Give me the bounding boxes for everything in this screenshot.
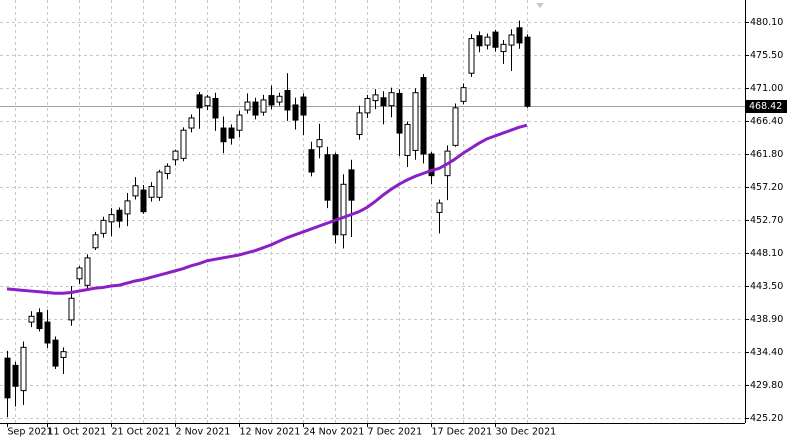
candle-body [516, 27, 523, 44]
plot-area [0, 0, 745, 423]
candle-body [196, 94, 203, 109]
candle-body [340, 183, 347, 236]
candle-body [484, 36, 491, 46]
moving-average [6, 123, 528, 295]
candle-body [252, 101, 259, 116]
candle-body [460, 87, 467, 102]
y-tick-label: 452.70 [750, 215, 783, 226]
y-tick-label: 461.80 [750, 149, 783, 160]
last-price-label: 468.42 [749, 101, 782, 112]
candle-body [492, 31, 499, 48]
x-tick-label: 21 Oct 2021 [112, 427, 171, 438]
candle-body [260, 99, 267, 113]
candle-body [4, 357, 11, 399]
candle-body [276, 95, 283, 103]
candle-body [140, 189, 147, 213]
candle-body [132, 185, 139, 197]
y-tick-label: 480.10 [750, 17, 783, 28]
y-tick-label: 466.40 [750, 116, 783, 127]
x-tick-label: 30 Dec 2021 [496, 427, 557, 438]
y-tick-label: 443.50 [750, 281, 783, 292]
shift-marker [536, 3, 544, 8]
candle-body [452, 107, 459, 146]
y-tick-label: 471.00 [750, 83, 783, 94]
x-tick-label: 12 Nov 2021 [240, 427, 301, 438]
candle-body [84, 257, 91, 286]
candle-body [324, 154, 331, 201]
candle-body [396, 92, 403, 134]
candle-body [76, 267, 83, 280]
candle-body [188, 117, 195, 129]
candle-body [468, 38, 475, 74]
candle-body [68, 297, 75, 321]
x-tick-label: 24 Nov 2021 [304, 427, 365, 438]
candle-body [356, 112, 363, 136]
candle-body [308, 149, 315, 173]
candle-body [364, 97, 371, 114]
candle-body [380, 97, 387, 107]
candle-body [60, 351, 67, 358]
y-tick-label: 457.20 [750, 182, 783, 193]
candle-body [36, 312, 43, 330]
candle-body [524, 36, 531, 107]
candle-body [332, 154, 339, 236]
candle-body [52, 339, 59, 367]
candle-body [420, 77, 427, 155]
candle-body [124, 200, 131, 215]
candle-body [404, 123, 411, 156]
candle-body [300, 96, 307, 116]
candle-body [12, 364, 19, 387]
y-tick-label: 429.80 [750, 380, 783, 391]
candle-body [20, 346, 27, 392]
candle-body [44, 321, 51, 344]
candle-body [212, 97, 219, 119]
candle-body [100, 219, 107, 234]
candle-body [148, 185, 155, 198]
candle-body [244, 101, 251, 111]
y-tick-label: 438.90 [750, 314, 783, 325]
candle-body [508, 34, 515, 46]
candle-body [316, 139, 323, 148]
candle-body [28, 315, 35, 323]
x-tick-label: Sep 2021 [8, 427, 53, 438]
x-tick-label: 2 Nov 2021 [176, 427, 231, 438]
candle-body [180, 129, 187, 159]
candle-body [92, 234, 99, 249]
y-tick-label: 475.50 [750, 50, 783, 61]
candle-body [500, 43, 507, 53]
candle-body [348, 169, 355, 201]
candle-body [284, 90, 291, 111]
candle-body [428, 153, 435, 177]
candle-body [108, 214, 115, 223]
candle-body [156, 171, 163, 198]
candle-body [372, 94, 379, 102]
x-tick-label: 7 Dec 2021 [368, 427, 423, 438]
y-tick-label: 448.10 [750, 248, 783, 259]
axes: 425.20 429.80 434.40 438.90 443.50 448.10 452.… [7, 17, 787, 438]
candle-body [388, 92, 395, 107]
candle-body [220, 127, 227, 143]
candle-body [164, 165, 171, 174]
x-tick-label: 11 Oct 2021 [48, 427, 107, 438]
candle-body [268, 95, 275, 106]
candle-body [292, 104, 299, 121]
candle-body [172, 150, 179, 161]
candle-body [412, 92, 419, 151]
x-tick-label: 17 Dec 2021 [432, 427, 493, 438]
candle-body [236, 114, 243, 131]
candle-body [436, 202, 443, 213]
candle-body [204, 96, 211, 107]
y-tick-label: 425.20 [750, 413, 783, 424]
candle-body [116, 209, 123, 222]
candle-body [228, 127, 235, 139]
y-tick-label: 434.40 [750, 347, 783, 358]
last-price-box [746, 100, 787, 113]
candle-body [476, 35, 483, 47]
